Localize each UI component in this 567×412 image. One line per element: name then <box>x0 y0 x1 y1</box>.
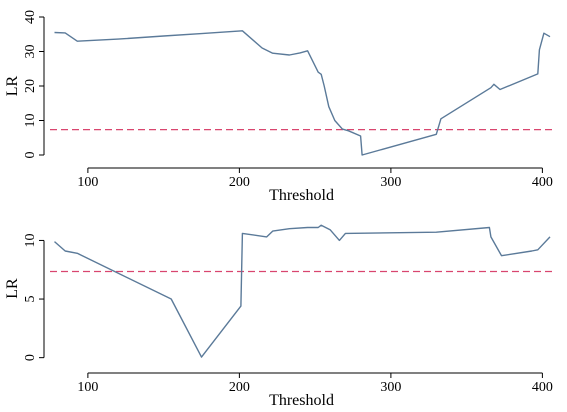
top-y-ticks: 0 10 20 30 40 <box>23 10 44 159</box>
top-x-tick-label: 100 <box>77 175 98 190</box>
bottom-x-tick-label: 100 <box>77 380 98 395</box>
top-y-tick-label: 10 <box>23 114 38 128</box>
bottom-y-tick-label: 5 <box>23 296 38 303</box>
top-x-ticks: 100 200 300 400 <box>77 168 553 190</box>
top-panel-chart: 0 10 20 30 40 100 200 300 400 Threshold LR <box>4 10 553 204</box>
top-y-tick-label: 0 <box>23 152 38 159</box>
top-x-tick-label: 400 <box>532 175 553 190</box>
bottom-y-axis-title: LR <box>4 278 21 299</box>
bottom-panel-chart: 0 5 10 100 200 300 400 Threshold LR <box>4 224 553 409</box>
top-x-tick-label: 200 <box>229 175 250 190</box>
bottom-x-tick-label: 200 <box>229 380 250 395</box>
bottom-x-ticks: 100 200 300 400 <box>77 373 553 395</box>
top-y-tick-label: 30 <box>23 45 38 59</box>
bottom-x-tick-label: 300 <box>380 380 401 395</box>
top-y-tick-label: 20 <box>23 79 38 93</box>
bottom-y-ticks: 0 5 10 <box>23 233 44 361</box>
bottom-x-tick-label: 400 <box>532 380 553 395</box>
bottom-x-axis-title: Threshold <box>269 392 334 409</box>
bottom-y-tick-label: 10 <box>23 233 38 247</box>
bottom-lr-series-line <box>54 224 551 358</box>
top-y-tick-label: 40 <box>23 10 38 24</box>
top-x-axis-title: Threshold <box>269 187 334 204</box>
bottom-y-tick-label: 0 <box>23 354 38 361</box>
top-y-axis-title: LR <box>4 75 21 96</box>
top-x-tick-label: 300 <box>380 175 401 190</box>
top-lr-series-line <box>54 30 551 156</box>
